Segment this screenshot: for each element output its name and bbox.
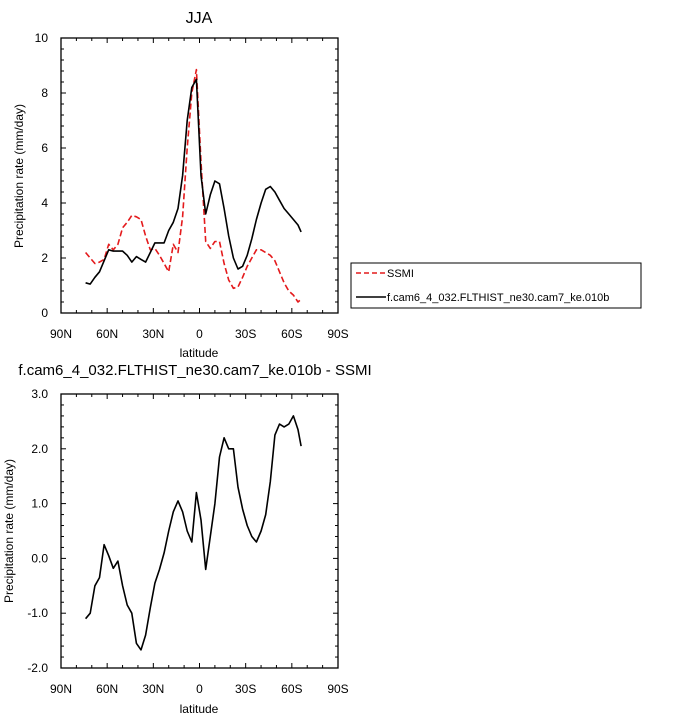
top-chart-y-tick-label: 0 — [41, 306, 48, 320]
top-chart-x-tick-label: 0 — [196, 327, 203, 341]
bottom-chart-x-tick-label: 30S — [235, 682, 256, 696]
top-chart-y-tick-label: 4 — [41, 196, 48, 210]
bottom-chart-y-tick-label: -1.0 — [27, 606, 48, 620]
top-chart-x-axis-label: latitude — [180, 346, 219, 360]
top-chart-axes: 90N 60N 30N 0 30S 60S 90S 0 2 4 6 8 10 — [35, 31, 349, 341]
bottom-chart-x-tick-label: 90N — [50, 682, 72, 696]
legend-box — [350, 262, 642, 309]
bottom-chart-x-tick-label: 0 — [196, 682, 203, 696]
top-chart-x-tick-label: 60S — [281, 327, 302, 341]
bottom-chart-y-tick-label: 3.0 — [31, 387, 48, 401]
top-chart-series-group — [84, 68, 302, 303]
bottom-chart-panel: f.cam6_4_032.FLTHIST_ne30.cam7_ke.010b -… — [2, 362, 372, 716]
top-chart-title: JJA — [186, 10, 213, 27]
bottom-chart-x-tick-label: 60S — [281, 682, 302, 696]
top-chart-x-tick-label: 30N — [142, 327, 164, 341]
top-chart-series-line-ssmi — [84, 68, 302, 303]
bottom-chart-x-tick-label: 60N — [96, 682, 118, 696]
top-chart-y-tick-label: 10 — [35, 31, 49, 45]
legend-label-ssmi: SSMI — [387, 268, 414, 280]
bottom-chart-axes: 90N 60N 30N 0 30S 60S 90S -2.0 -1.0 0.0 1.0 2.0 3.0 — [27, 387, 348, 696]
bottom-chart-title: f.cam6_4_032.FLTHIST_ne30.cam7_ke.010b -… — [18, 362, 371, 379]
bottom-chart-plot-frame — [60, 393, 339, 669]
bottom-chart-series-group — [84, 415, 302, 651]
bottom-chart-x-tick-label: 30N — [142, 682, 164, 696]
legend: SSMI f.cam6_4_032.FLTHIST_ne30.cam7_ke.0… — [350, 262, 642, 309]
bottom-chart-y-tick-label: 2.0 — [31, 442, 48, 456]
top-chart-y-axis-label: Precipitation rate (mm/day) — [12, 104, 26, 248]
bottom-chart-x-axis-label: latitude — [180, 702, 219, 716]
bottom-chart-y-tick-label: 0.0 — [31, 551, 48, 565]
bottom-chart-y-axis-label: Precipitation rate (mm/day) — [2, 459, 16, 603]
top-chart-x-tick-label: 30S — [235, 327, 256, 341]
legend-label-model: f.cam6_4_032.FLTHIST_ne30.cam7_ke.010b — [387, 292, 609, 304]
top-chart-y-tick-label: 2 — [41, 251, 48, 265]
top-chart-x-tick-label: 90N — [50, 327, 72, 341]
top-chart-series-line-f-cam6-4-032-flthist-ne30-cam7-ke-010b — [85, 78, 302, 285]
top-chart-y-tick-label: 8 — [41, 86, 48, 100]
bottom-chart-y-tick-label: 1.0 — [31, 497, 48, 511]
top-chart-y-tick-label: 6 — [41, 141, 48, 155]
top-chart-x-tick-label: 60N — [96, 327, 118, 341]
bottom-chart-y-tick-label: -2.0 — [27, 661, 48, 675]
bottom-chart-x-tick-label: 90S — [327, 682, 348, 696]
top-chart-plot-frame — [60, 37, 339, 314]
bottom-chart-series-line-0 — [84, 415, 302, 651]
top-chart-x-tick-label: 90S — [327, 327, 348, 341]
